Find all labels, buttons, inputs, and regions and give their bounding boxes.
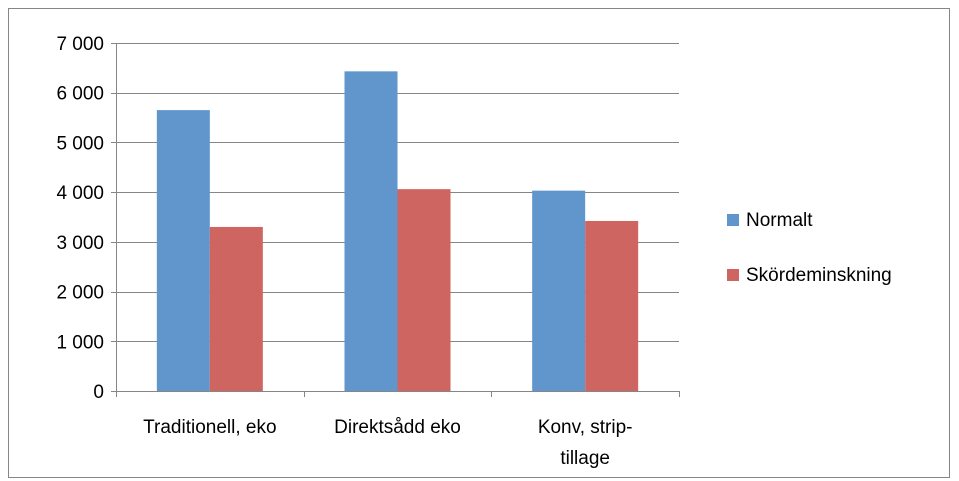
y-axis-tick-labels: 0 1 000 2 000 3 000 4 000 5 000 6 000 7 000 bbox=[56, 34, 104, 403]
legend-swatch-skördeminskning bbox=[727, 269, 739, 281]
x-axis-tick-labels: Traditionell, eko Direktsådd eko Konv, str… bbox=[143, 417, 632, 469]
bar-normalt-1 bbox=[156, 110, 210, 391]
y-tick-label: 3 000 bbox=[56, 233, 104, 254]
x-tick-label: tillage bbox=[560, 448, 610, 469]
x-tick-label: Traditionell, eko bbox=[143, 417, 276, 438]
y-tick-label: 2 000 bbox=[56, 283, 104, 304]
y-tick-label: 1 000 bbox=[56, 332, 104, 353]
y-tick-label: 4 000 bbox=[56, 183, 104, 204]
y-tick-label: 0 bbox=[93, 382, 104, 403]
legend-label-normalt: Normalt bbox=[746, 210, 813, 231]
bar-skördeminskning-1 bbox=[209, 226, 263, 391]
x-tick-label: Direktsådd eko bbox=[334, 417, 461, 438]
y-tick-label: 5 000 bbox=[56, 133, 104, 154]
bar-normalt-2 bbox=[344, 71, 398, 391]
legend: Normalt Skördeminskning bbox=[727, 210, 892, 286]
bar-normalt-3 bbox=[532, 190, 586, 391]
legend-swatch-normalt bbox=[727, 214, 739, 226]
bar-skördeminskning-3 bbox=[585, 220, 639, 391]
axes bbox=[111, 43, 680, 397]
legend-label-skördeminskning: Skördeminskning bbox=[746, 265, 892, 286]
y-tick-label: 6 000 bbox=[56, 84, 104, 105]
y-tick-label: 7 000 bbox=[56, 34, 104, 55]
x-tick-label: Konv, strip- bbox=[538, 417, 633, 438]
bars bbox=[156, 71, 639, 391]
bar-skördeminskning-2 bbox=[397, 189, 451, 391]
